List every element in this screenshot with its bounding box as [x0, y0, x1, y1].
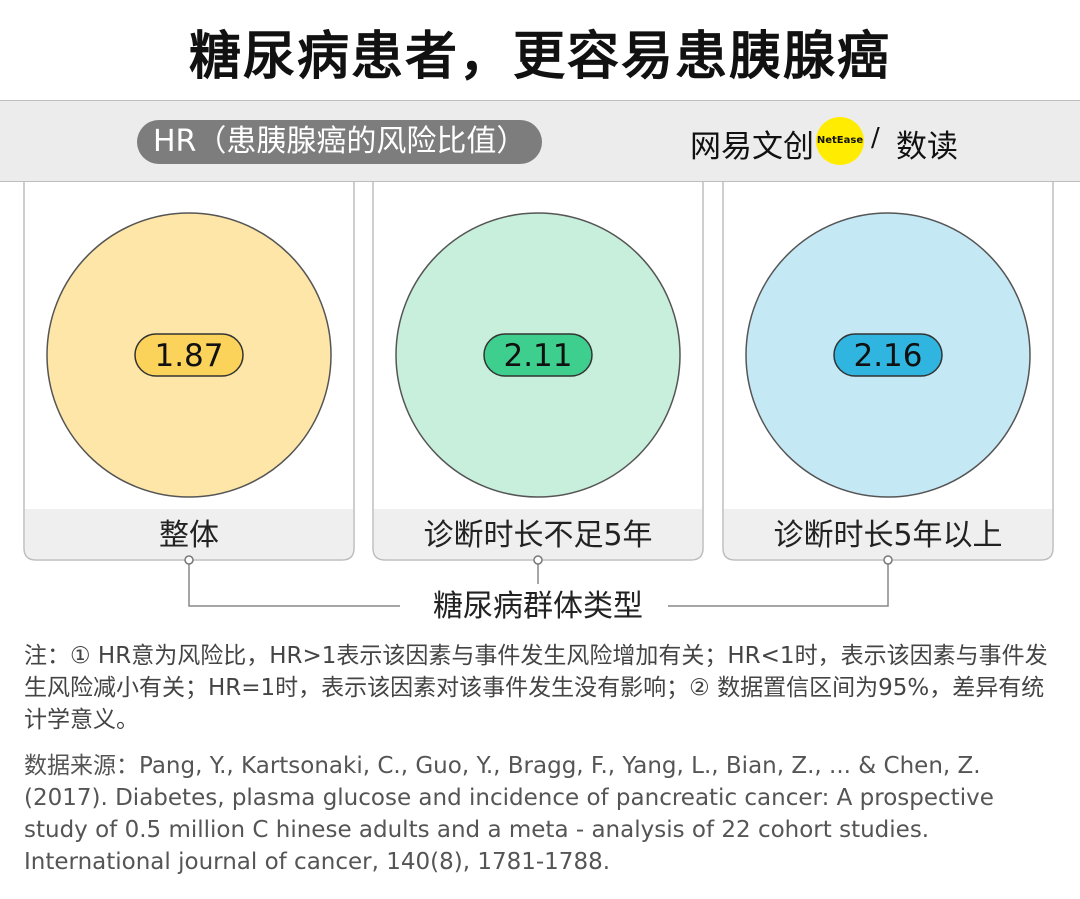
- logo-sub: 数读: [896, 129, 958, 165]
- value-pill: [833, 333, 943, 377]
- header-band: HR（患胰腺癌的风险比值） 网易文创 NetEase / 数读: [0, 100, 1080, 182]
- category-label: 诊断时长不足5年: [423, 518, 652, 553]
- value-label: 2.16: [853, 338, 922, 374]
- brand-logo: 网易文创 NetEase / 数读: [690, 117, 980, 167]
- label-strip: [25, 509, 353, 559]
- value-pill: [134, 333, 244, 377]
- value-pill: [483, 333, 593, 377]
- axis-label: 糖尿病群体类型: [433, 589, 643, 624]
- data-source: 数据来源：Pang, Y., Kartsonaki, C., Guo, Y., …: [24, 753, 994, 875]
- label-strip: [374, 509, 702, 559]
- hr-bubble-chart: 1.87 整体 2.11 诊断时长不足5年 2.16 诊断时长5年以上 糖尿病群体类型: [23, 182, 1054, 624]
- page-title: 糖尿病患者，更容易患胰腺癌: [188, 27, 891, 87]
- bracket-node: [883, 555, 893, 565]
- category-card: 2.16 诊断时长5年以上: [722, 182, 1054, 561]
- bracket-node: [184, 555, 194, 565]
- category-card: 2.11 诊断时长不足5年: [372, 182, 704, 561]
- logo-badge: NetEase: [816, 117, 864, 165]
- value-label: 2.11: [503, 338, 572, 374]
- bracket-right: [668, 560, 889, 607]
- category-card: 1.87 整体: [23, 182, 355, 561]
- footnote: 注：① HR意为风险比，HR>1表示该因素与事件发生风险增加有关；HR<1时，表…: [24, 643, 1048, 733]
- logo-name: 网易文创: [690, 129, 814, 165]
- label-strip: [724, 509, 1052, 559]
- category-label: 诊断时长5年以上: [773, 518, 1002, 553]
- metric-label: HR（患胰腺癌的风险比值）: [137, 120, 543, 164]
- value-label: 1.87: [154, 338, 223, 374]
- bracket-left: [188, 560, 400, 607]
- category-label: 整体: [159, 518, 219, 553]
- logo-separator: /: [871, 123, 880, 153]
- bracket-node: [533, 555, 543, 565]
